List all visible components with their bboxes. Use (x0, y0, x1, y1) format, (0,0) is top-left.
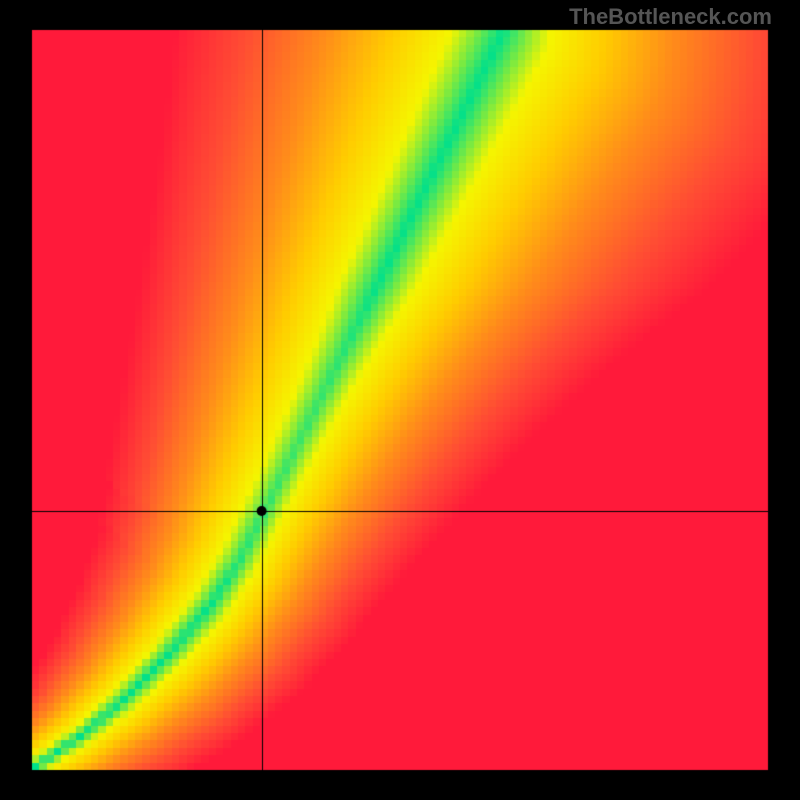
heatmap-canvas (0, 0, 800, 800)
watermark-text: TheBottleneck.com (569, 4, 772, 30)
chart-container: { "canvas": { "width": 800, "height": 80… (0, 0, 800, 800)
